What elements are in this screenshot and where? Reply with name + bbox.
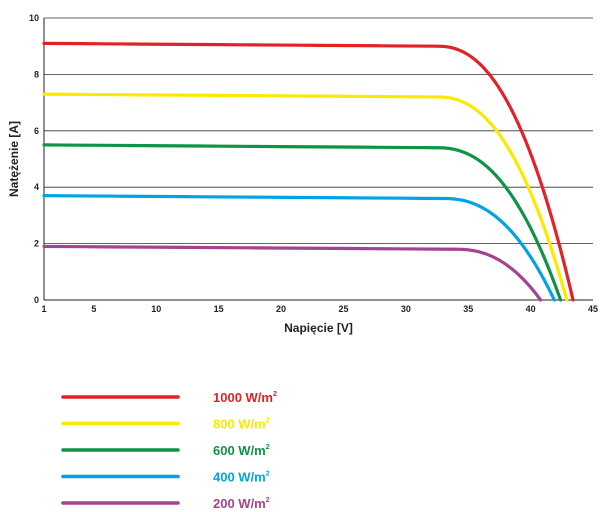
legend-label-3: 400 W/m2 <box>213 470 270 485</box>
x-tick-label: 35 <box>463 304 473 314</box>
y-tick-label: 2 <box>34 239 39 249</box>
legend-label-0: 1000 W/m2 <box>213 390 277 405</box>
series-line-4 <box>42 244 543 302</box>
y-tick-label: 4 <box>34 182 39 192</box>
axes <box>43 18 593 301</box>
series-line-0 <box>42 41 575 302</box>
x-tick-label: 20 <box>276 304 286 314</box>
y-tick-label: 6 <box>34 126 39 136</box>
legend-label-4: 200 W/m2 <box>213 496 270 511</box>
x-tick-label: 25 <box>338 304 348 314</box>
grid-lines <box>44 17 593 245</box>
x-tick-label: 30 <box>401 304 411 314</box>
y-tick-label: 8 <box>34 69 39 79</box>
series-lines <box>42 41 575 302</box>
legend-label-sup-1: 2 <box>266 418 270 425</box>
y-axis-label: Natężenie [A] <box>7 121 21 197</box>
x-axis-label: Napięcie [V] <box>284 321 353 335</box>
x-tick-label: 45 <box>588 304 598 314</box>
y-tick-label: 0 <box>34 295 39 305</box>
series-line-1 <box>42 92 569 302</box>
y-tick-label: 10 <box>29 13 39 23</box>
legend: 1000 W/m2 800 W/m2 600 W/m2 400 W/m2 200 W/m… <box>61 390 277 511</box>
x-tick-labels: 1 5 10 15 20 25 30 35 40 45 <box>41 304 598 314</box>
x-tick-label: 15 <box>214 304 224 314</box>
y-tick-labels: 0 2 4 6 8 10 <box>29 13 39 305</box>
legend-label-sup-2: 2 <box>266 444 270 451</box>
series-line-3 <box>42 194 556 302</box>
legend-label-sup-0: 2 <box>273 391 277 398</box>
legend-label-sup-3: 2 <box>266 471 270 478</box>
legend-label-1: 800 W/m2 <box>213 417 270 432</box>
x-tick-label: 5 <box>91 304 96 314</box>
x-tick-label: 1 <box>41 304 46 314</box>
x-tick-label: 40 <box>526 304 536 314</box>
series-line-2 <box>42 143 563 302</box>
legend-label-sup-4: 2 <box>266 497 270 504</box>
x-tick-label: 10 <box>151 304 161 314</box>
legend-label-2: 600 W/m2 <box>213 443 270 458</box>
